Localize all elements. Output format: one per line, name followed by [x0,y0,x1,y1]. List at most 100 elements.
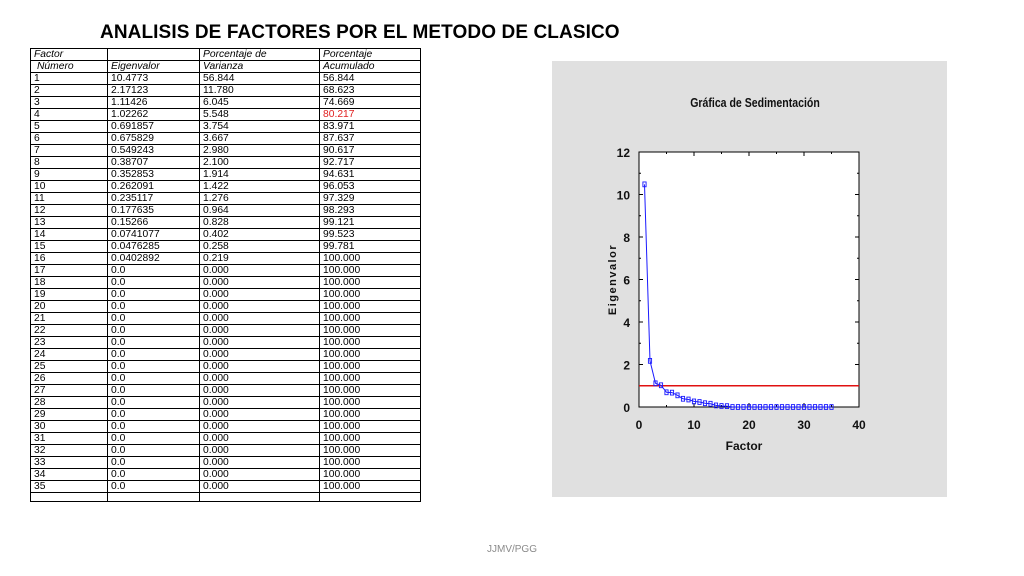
cell-acumulado: 100.000 [319,372,421,385]
cell-eigenvalor: 0.0 [107,408,200,421]
cell-varianza: 1.914 [199,168,320,181]
cell-acumulado: 97.329 [319,192,421,205]
x-tick-label: 10 [687,418,701,432]
data-point [691,398,697,405]
table-row: 21 0.0 0.000 100.000 [30,312,421,325]
header-porcentaje-de: Porcentaje de [199,48,320,61]
cell-factor: 13 [30,216,108,229]
cell-factor: 5 [30,120,108,133]
data-point [812,404,818,410]
data-point [768,404,774,410]
table-row: 15 0.0476285 0.258 99.781 [30,240,421,253]
cell-acumulado: 74.669 [319,96,421,109]
table-row: 22 0.0 0.000 100.000 [30,324,421,337]
cell-acumulado: 100.000 [319,324,421,337]
scree-plot-panel: Gráfica de Sedimentación 0 2 4 6 8 10 12 0 10 20 30… [552,61,947,497]
cell-acumulado: 96.053 [319,180,421,193]
cell-eigenvalor: 0.0 [107,264,200,277]
cell-acumulado: 99.121 [319,216,421,229]
table-row: 5 0.691857 3.754 83.971 [30,120,421,133]
cell-eigenvalor: 0.0 [107,444,200,457]
cell-varianza: 0.000 [199,372,320,385]
cell-eigenvalor: 1.02262 [107,108,200,121]
cell-eigenvalor: 0.15266 [107,216,200,229]
cell-eigenvalor: 0.0476285 [107,240,200,253]
table-row: 23 0.0 0.000 100.000 [30,336,421,349]
data-point [702,400,708,407]
data-point [735,404,741,410]
y-tick-label: 6 [623,274,630,288]
cell-acumulado: 56.844 [319,72,421,85]
page-title: ANALISIS DE FACTORES POR EL METODO DE CL… [100,22,620,43]
cell-factor: 7 [30,144,108,157]
cell-varianza: 0.000 [199,276,320,289]
cell-factor: 23 [30,336,108,349]
cell-varianza: 0.000 [199,324,320,337]
cell-factor: 30 [30,420,108,433]
cell-varianza: 5.548 [199,108,320,121]
cell-acumulado: 94.631 [319,168,421,181]
cell-acumulado: 100.000 [319,264,421,277]
cell-varianza: 0.964 [199,204,320,217]
cell-factor: 32 [30,444,108,457]
cell-varianza: 1.276 [199,192,320,205]
y-tick-label: 4 [623,316,630,330]
cell-acumulado: 68.623 [319,84,421,97]
data-point [818,404,823,410]
data-point [801,404,807,410]
cell-factor: 16 [30,252,108,265]
cell-factor: 33 [30,456,108,469]
cell-varianza: 3.754 [199,120,320,133]
cell-varianza: 0.000 [199,384,320,397]
cell-acumulado: 100.000 [319,288,421,301]
header-numero: Número [30,60,108,73]
data-point [730,404,735,410]
table-row: 4 1.02262 5.548 80.217 [30,108,421,121]
cell-eigenvalor: 0.177635 [107,204,200,217]
cell-acumulado: 87.637 [319,132,421,145]
cell-eigenvalor: 0.0 [107,468,200,481]
cell-varianza: 0.000 [199,468,320,481]
cell-acumulado: 92.717 [319,156,421,169]
cell-factor: 1 [30,72,108,85]
data-point [669,389,675,396]
cell-acumulado: 90.617 [319,144,421,157]
data-point [642,181,647,188]
cell-varianza: 0.000 [199,420,320,433]
table-row: 31 0.0 0.000 100.000 [30,432,421,445]
data-point [774,404,779,410]
cell-varianza: 0.000 [199,432,320,445]
data-point [741,404,746,410]
cell-factor: 12 [30,204,108,217]
cell-factor: 22 [30,324,108,337]
table-row: 13 0.15266 0.828 99.121 [30,216,421,229]
table-row: 7 0.549243 2.980 90.617 [30,144,421,157]
cell-acumulado: 100.000 [319,396,421,409]
data-point [697,399,702,405]
cell-varianza: 0.000 [199,264,320,277]
data-point [757,404,763,410]
cell-eigenvalor: 0.0 [107,432,200,445]
data-point [680,395,686,402]
cell-varianza: 0.000 [199,480,320,493]
cell-eigenvalor: 0.262091 [107,180,200,193]
chart-title: Gráfica de Sedimentación [690,95,820,110]
table-row: 17 0.0 0.000 100.000 [30,264,421,277]
cell-eigenvalor: 0.0 [107,300,200,313]
data-point [829,404,834,410]
data-point [796,404,801,410]
cell-acumulado: 100.000 [319,420,421,433]
data-point [686,396,691,403]
data-point [746,404,752,410]
cell-factor: 3 [30,96,108,109]
header-factor: Factor [30,48,108,61]
cell-varianza: 0.219 [199,252,320,265]
y-tick-label: 0 [623,401,630,415]
cell-factor: 10 [30,180,108,193]
cell-varianza: 3.667 [199,132,320,145]
table-row: 18 0.0 0.000 100.000 [30,276,421,289]
cell-acumulado: 100.000 [319,312,421,325]
table-row: 25 0.0 0.000 100.000 [30,360,421,373]
cell-varianza: 0.000 [199,360,320,373]
header-acumulado: Acumulado [319,60,421,73]
